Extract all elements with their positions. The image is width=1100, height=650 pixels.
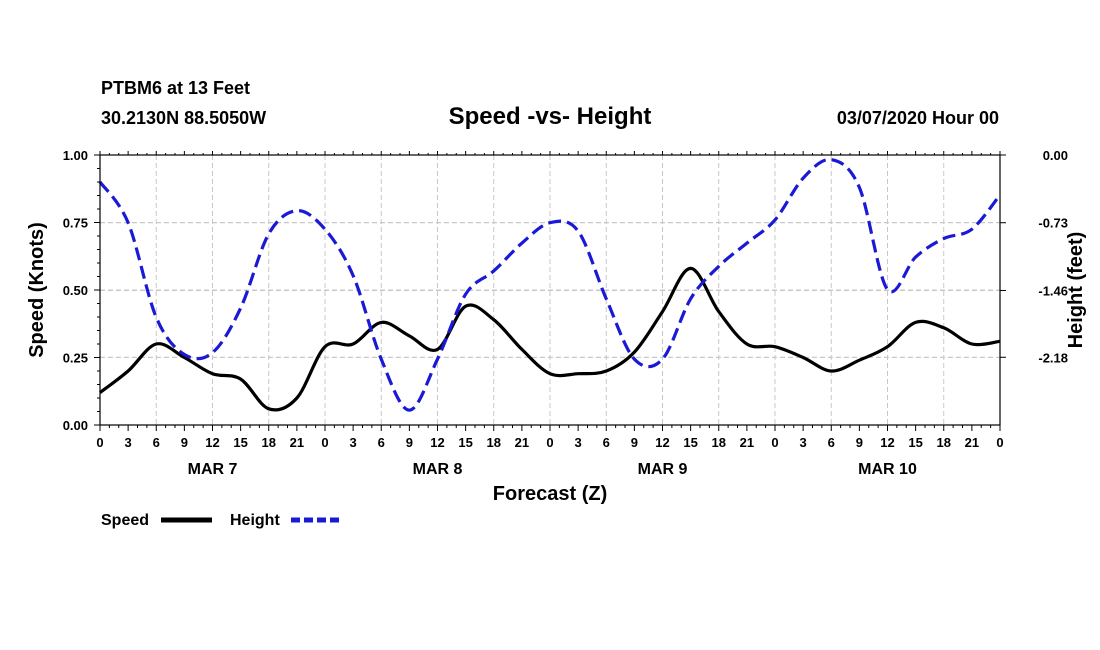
x-tick-label: 15	[233, 435, 247, 450]
x-axis-title: Forecast (Z)	[493, 483, 607, 505]
chart-title: Speed -vs- Height	[449, 103, 652, 130]
x-tick-label: 0	[96, 435, 103, 450]
x-tick-label: 21	[740, 435, 754, 450]
coords-label: 30.2130N 88.5050W	[101, 108, 266, 128]
x-tick-label: 6	[378, 435, 385, 450]
left-axis-title: Speed (Knots)	[26, 222, 48, 358]
left-tick-label: 0.50	[63, 283, 88, 298]
x-tick-label: 12	[655, 435, 669, 450]
x-tick-label: 9	[631, 435, 638, 450]
x-tick-label: 15	[683, 435, 697, 450]
right-tick-label: -2.18	[1038, 350, 1068, 365]
x-tick-label: 9	[181, 435, 188, 450]
x-tick-label: 12	[880, 435, 894, 450]
speed-series-line	[99, 266, 1001, 412]
station-label: PTBM6 at 13 Feet	[101, 78, 250, 98]
x-tick-label: 21	[290, 435, 304, 450]
x-tick-label: 3	[350, 435, 357, 450]
x-tick-label: 9	[856, 435, 863, 450]
datetime-label: 03/07/2020 Hour 00	[837, 108, 999, 128]
right-tick-label: -1.46	[1038, 283, 1068, 298]
x-tick-label: 0	[771, 435, 778, 450]
left-tick-label: 0.25	[63, 351, 88, 366]
left-tick-label: 0.75	[63, 216, 88, 231]
right-tick-label: 0.00	[1043, 148, 1068, 163]
x-tick-label: 15	[458, 435, 472, 450]
x-tick-label: 21	[515, 435, 529, 450]
day-label: MAR 7	[188, 461, 238, 478]
x-tick-label: 3	[575, 435, 582, 450]
grid-lines	[100, 155, 1000, 425]
x-tick-label: 0	[546, 435, 553, 450]
x-tick-label: 12	[205, 435, 219, 450]
x-tick-label: 9	[406, 435, 413, 450]
day-label: MAR 10	[858, 461, 917, 478]
x-tick-label: 3	[125, 435, 132, 450]
x-tick-label: 18	[937, 435, 951, 450]
right-axis-title: Height (feet)	[1065, 232, 1087, 349]
x-tick-label: 6	[828, 435, 835, 450]
left-tick-label: 1.00	[63, 148, 88, 163]
x-tick-label: 12	[430, 435, 444, 450]
x-tick-label: 0	[996, 435, 1003, 450]
x-tick-label: 15	[908, 435, 922, 450]
x-tick-label: 18	[487, 435, 501, 450]
x-tick-label: 18	[262, 435, 276, 450]
x-tick-label: 3	[800, 435, 807, 450]
x-tick-label: 18	[712, 435, 726, 450]
x-tick-label: 6	[153, 435, 160, 450]
series-lines	[98, 157, 1002, 412]
legend-height-label: Height	[230, 512, 280, 529]
height-series-line	[98, 157, 1002, 412]
axis-ticks: 0 3 6 9 12 15 18 21 0 3 6 9 12 15 18 21 0 3 6 9 12 15 18 21 0 3 6 9…	[63, 148, 1068, 478]
x-tick-label: 21	[965, 435, 979, 450]
legend-speed-label: Speed	[101, 512, 149, 529]
right-tick-label: -0.73	[1038, 216, 1068, 231]
x-tick-label: 0	[321, 435, 328, 450]
day-label: MAR 9	[638, 461, 688, 478]
left-tick-label: 0.00	[63, 418, 88, 433]
day-label: MAR 8	[413, 461, 463, 478]
x-tick-label: 6	[603, 435, 610, 450]
